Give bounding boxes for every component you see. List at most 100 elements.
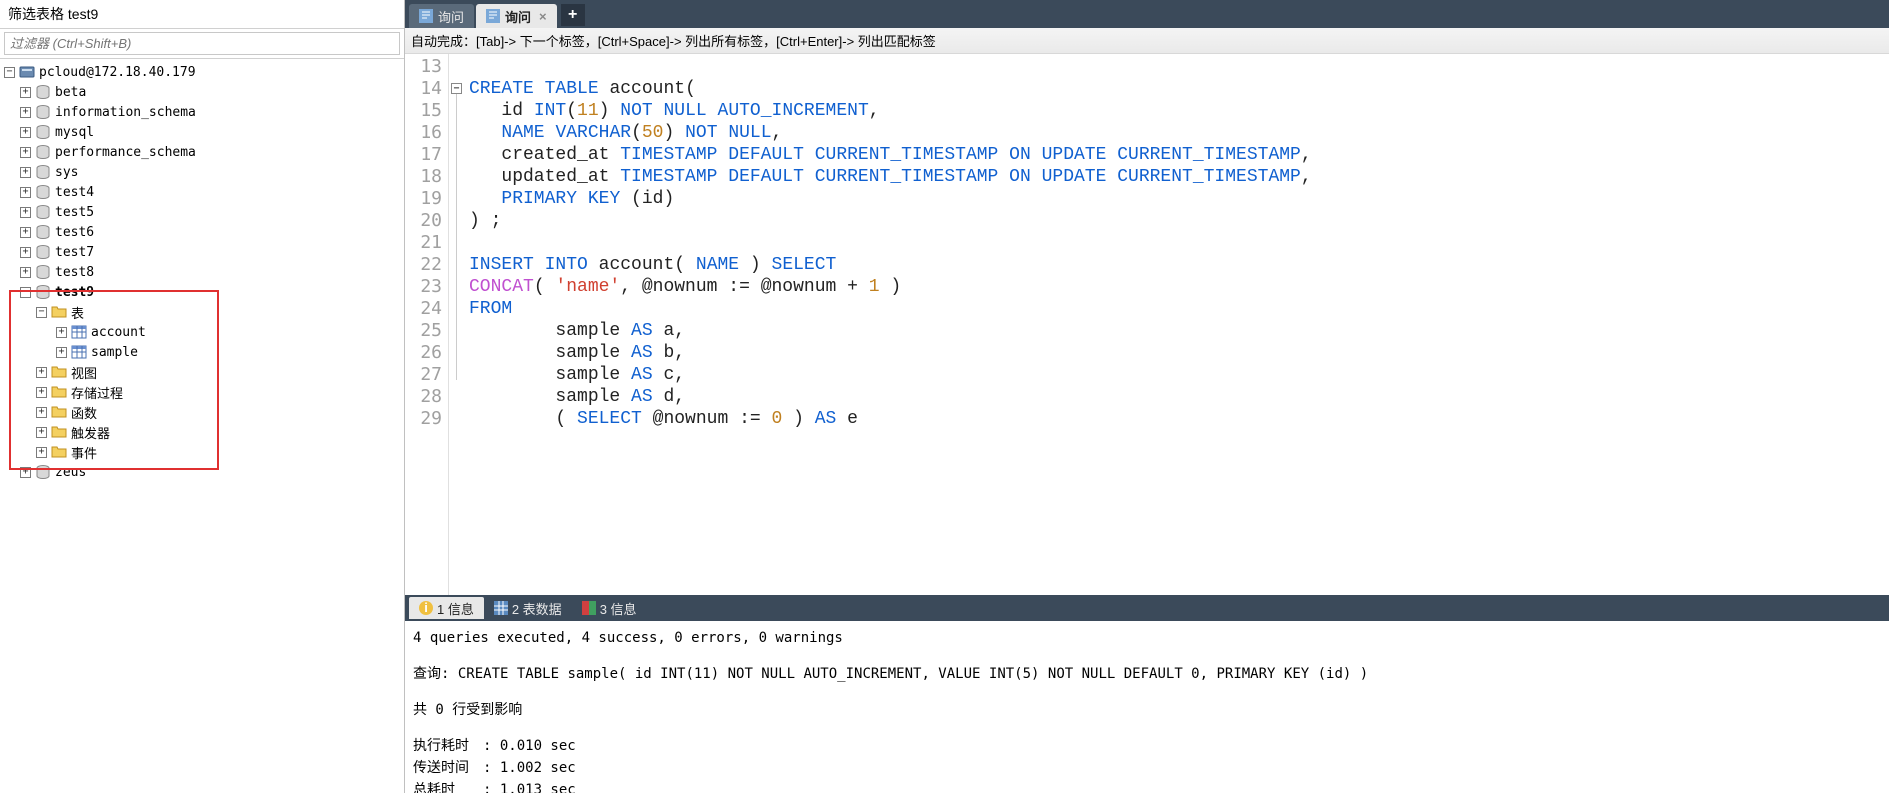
editor-tabbar: 询问 询问 × + [405, 0, 1889, 28]
db-node[interactable]: + test7 [4, 242, 404, 262]
expand-icon[interactable]: + [56, 347, 67, 358]
info-icon [582, 601, 596, 615]
expand-icon[interactable]: + [36, 367, 47, 378]
add-tab-button[interactable]: + [561, 4, 585, 26]
info-tab-2[interactable]: 3 信息 [572, 597, 647, 619]
line-number: 25 [407, 320, 442, 342]
info-icon: i [419, 601, 433, 615]
db-node-active[interactable]: − test9 [4, 282, 404, 302]
db-label: test9 [55, 285, 94, 300]
query-tab-active[interactable]: 询问 × [476, 4, 557, 28]
expand-icon[interactable]: + [36, 387, 47, 398]
db-node[interactable]: + test8 [4, 262, 404, 282]
object-tree[interactable]: − pcloud@172.18.40.179 + beta + informat… [0, 59, 404, 793]
db-node[interactable]: + performance_schema [4, 142, 404, 162]
code-line[interactable]: sample AS c, [469, 364, 1885, 386]
expand-icon[interactable]: + [20, 87, 31, 98]
code-line[interactable]: ( SELECT @nownum := 0 ) AS e [469, 408, 1885, 430]
code-line[interactable]: FROM [469, 298, 1885, 320]
expand-icon[interactable]: + [36, 447, 47, 458]
expand-icon[interactable]: + [20, 227, 31, 238]
folder-label: 触发器 [71, 423, 110, 442]
code-line[interactable]: id INT(11) NOT NULL AUTO_INCREMENT, [469, 100, 1885, 122]
collapse-icon[interactable]: − [36, 307, 47, 318]
code-line[interactable]: sample AS a, [469, 320, 1885, 342]
db-node[interactable]: + zeus [4, 462, 404, 482]
expand-icon[interactable]: + [20, 207, 31, 218]
db-node[interactable]: + test4 [4, 182, 404, 202]
info-tab[interactable]: i 1 信息 [409, 597, 484, 619]
line-number: 18 [407, 166, 442, 188]
close-icon[interactable]: × [539, 9, 547, 24]
expand-icon[interactable]: + [20, 127, 31, 138]
code-line[interactable]: NAME VARCHAR(50) NOT NULL, [469, 122, 1885, 144]
code-line[interactable]: sample AS b, [469, 342, 1885, 364]
folder-label: 存储过程 [71, 383, 123, 402]
code-line[interactable]: INSERT INTO account( NAME ) SELECT [469, 254, 1885, 276]
folder-node[interactable]: + 存储过程 [4, 382, 404, 402]
msg-exec: 执行耗时: 0.010 sec [413, 735, 1881, 757]
collapse-icon[interactable]: − [20, 287, 31, 298]
line-number: 27 [407, 364, 442, 386]
tab-label: 3 信息 [600, 599, 637, 618]
database-icon [35, 284, 51, 300]
code-line[interactable]: sample AS d, [469, 386, 1885, 408]
messages-panel[interactable]: 4 queries executed, 4 success, 0 errors,… [405, 621, 1889, 793]
server-icon [19, 64, 35, 80]
folder-label: 函数 [71, 403, 97, 422]
line-number: 28 [407, 386, 442, 408]
result-tabbar: i 1 信息 2 表数据 3 信息 [405, 595, 1889, 621]
line-number: 14 [407, 78, 442, 100]
code-line[interactable]: created_at TIMESTAMP DEFAULT CURRENT_TIM… [469, 144, 1885, 166]
folder-node[interactable]: + 事件 [4, 442, 404, 462]
table-icon [494, 601, 508, 615]
db-node[interactable]: + beta [4, 82, 404, 102]
table-node[interactable]: + account [4, 322, 404, 342]
code-line[interactable]: PRIMARY KEY (id) [469, 188, 1885, 210]
code-line[interactable] [469, 56, 1885, 78]
db-node[interactable]: + mysql [4, 122, 404, 142]
collapse-icon[interactable]: − [4, 67, 15, 78]
folder-node[interactable]: + 视图 [4, 362, 404, 382]
code-area[interactable]: CREATE TABLE account( id INT(11) NOT NUL… [465, 54, 1889, 595]
query-tab-inactive[interactable]: 询问 [409, 4, 474, 28]
db-label: test6 [55, 225, 94, 240]
expand-icon[interactable]: + [20, 107, 31, 118]
expand-icon[interactable]: + [20, 187, 31, 198]
expand-icon[interactable]: + [20, 247, 31, 258]
expand-icon[interactable]: + [20, 467, 31, 478]
table-node[interactable]: + sample [4, 342, 404, 362]
fold-icon[interactable]: − [451, 83, 462, 94]
expand-icon[interactable]: + [20, 267, 31, 278]
table-label: sample [91, 345, 138, 360]
table-icon [71, 344, 87, 360]
db-node[interactable]: + test5 [4, 202, 404, 222]
expand-icon[interactable]: + [36, 427, 47, 438]
code-line[interactable] [469, 232, 1885, 254]
line-number: 22 [407, 254, 442, 276]
database-icon [35, 184, 51, 200]
folder-label: 表 [71, 303, 84, 322]
server-node[interactable]: − pcloud@172.18.40.179 [4, 62, 404, 82]
folder-icon [51, 424, 67, 440]
folder-node[interactable]: + 触发器 [4, 422, 404, 442]
code-line[interactable]: ) ; [469, 210, 1885, 232]
expand-icon[interactable]: + [20, 147, 31, 158]
tables-folder[interactable]: − 表 [4, 302, 404, 322]
db-node[interactable]: + sys [4, 162, 404, 182]
code-line[interactable]: CONCAT( 'name', @nownum := @nownum + 1 ) [469, 276, 1885, 298]
sidebar: 筛选表格 test9 − pcloud@172.18.40.179 + beta… [0, 0, 405, 793]
db-label: performance_schema [55, 145, 196, 160]
db-node[interactable]: + information_schema [4, 102, 404, 122]
expand-icon[interactable]: + [36, 407, 47, 418]
code-line[interactable]: updated_at TIMESTAMP DEFAULT CURRENT_TIM… [469, 166, 1885, 188]
expand-icon[interactable]: + [20, 167, 31, 178]
code-line[interactable]: CREATE TABLE account( [469, 78, 1885, 100]
folder-node[interactable]: + 函数 [4, 402, 404, 422]
sql-editor[interactable]: 1314151617181920212223242526272829 − CRE… [405, 54, 1889, 595]
tabledata-tab[interactable]: 2 表数据 [484, 597, 572, 619]
expand-icon[interactable]: + [56, 327, 67, 338]
filter-input[interactable] [4, 32, 400, 55]
db-node[interactable]: + test6 [4, 222, 404, 242]
database-icon [35, 264, 51, 280]
